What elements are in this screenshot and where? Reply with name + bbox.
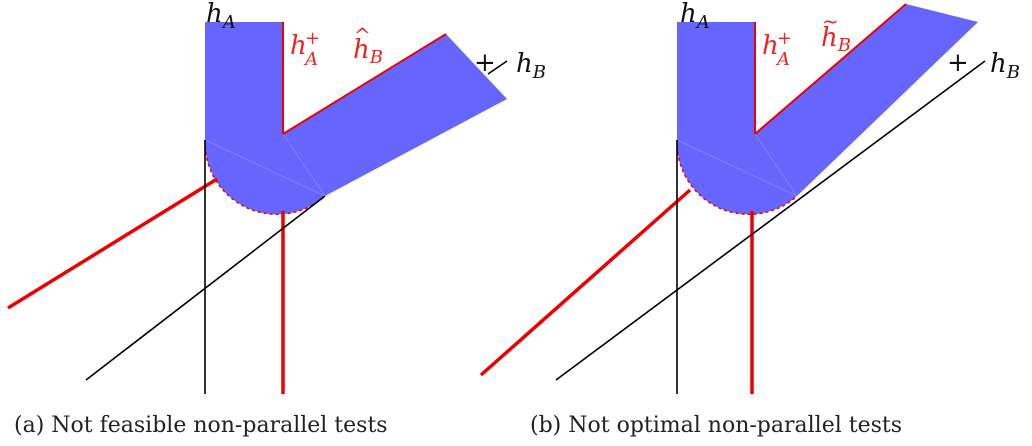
panel-b-label-hA-plus: h [762,31,779,61]
panel-b-label-hB-tilde: hB [821,23,851,56]
panel-b-blue-region [676,4,978,215]
panel-b-label-hA-plus-sub: A [775,49,790,70]
panel-a-label-hA: hA [206,0,236,33]
panel-a-hat-accent: ^ [354,23,371,47]
panel-a-plus-sign: + [474,48,496,78]
panel-a-label-hA-plus-sup: + [305,28,320,49]
panel-a: hA h + A hB ^ + hB (a) Not feasible non-… [7,0,546,438]
panel-a-label-hA-plus: h [290,31,307,61]
panel-b-label-hB: hB [990,49,1020,83]
panel-a-caption: (a) Not feasible non-parallel tests [14,413,388,438]
panel-b-label-hA-plus-sup: + [777,28,792,49]
panel-a-blue-region [204,22,507,215]
panel-a-region-internal-edges [204,133,326,197]
panel-a-red-lines [7,22,447,394]
panel-b-red-lines [479,3,907,394]
panel-a-black-lines [85,60,508,394]
panel-a-label-hB: hB [516,49,546,83]
panel-a-label-hA-plus-sub: A [303,49,318,70]
panel-b-black-lines [555,60,986,394]
panel-b-tilde-accent: ~ [822,9,839,33]
panel-b: hA h + A hB ~ + hB (b) Not optimal non-p… [479,0,1020,438]
panel-a-label-hB-hat: hB [353,35,383,68]
panel-b-region-internal-edges [676,133,798,197]
panel-b-caption: (b) Not optimal non-parallel tests [530,413,902,438]
panel-b-plus-sign: + [947,48,969,78]
panel-b-label-hA: hA [680,0,710,33]
